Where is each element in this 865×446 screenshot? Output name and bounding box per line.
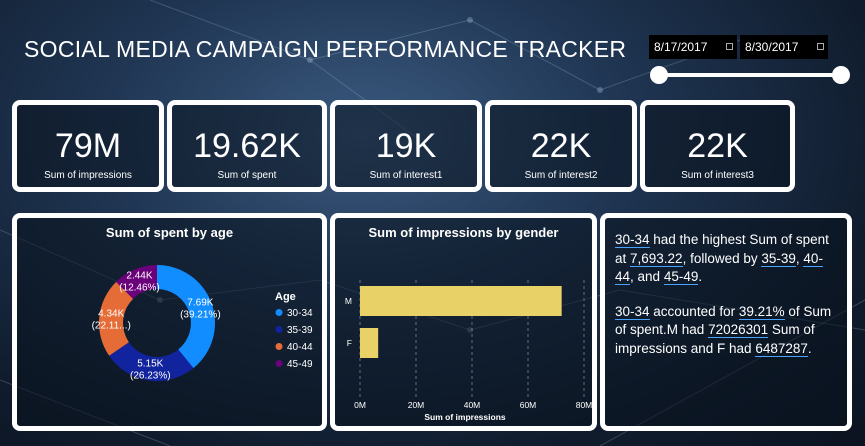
donut-percent-label: (22.11...) [92, 321, 131, 332]
x-axis-label: Sum of impressions [424, 412, 506, 422]
donut-slice-45-49[interactable] [116, 265, 157, 299]
narrative-text-run: accounted for [649, 303, 739, 319]
kpi-card-interest3: 22K Sum of interest3 [640, 100, 795, 192]
legend-swatch [275, 309, 283, 316]
x-tick-label: 60M [520, 400, 537, 410]
donut-percent-label: (12.46%) [119, 282, 160, 293]
narrative-value: 39.21% [738, 303, 785, 320]
donut-percent-label: (39.21%) [180, 310, 221, 321]
start-date-value: 8/17/2017 [654, 40, 708, 54]
end-date-value: 8/30/2017 [745, 40, 799, 54]
legend-swatch [275, 326, 283, 333]
kpi-card-interest1: 19K Sum of interest1 [330, 100, 482, 192]
spent-by-age-panel: Sum of spent by age 7.69K (39.21%) 5.15K (2… [12, 213, 327, 431]
kpi-label: Sum of spent [217, 170, 277, 181]
page-title: SOCIAL MEDIA CAMPAIGN PERFORMANCE TRACKE… [24, 36, 627, 62]
narrative-value: 40-44 [615, 250, 823, 285]
donut-data-label: 7.69K [187, 298, 213, 309]
narrative-value: 45-49 [663, 269, 699, 285]
bar-M[interactable] [360, 286, 562, 316]
date-range-slider-end-handle[interactable] [832, 66, 850, 84]
kpi-value: 22K [530, 127, 592, 165]
narrative-value: 35-39 [761, 250, 796, 267]
donut-slice-35-39[interactable] [109, 342, 194, 381]
legend-title: Age [275, 291, 296, 303]
chart-title: Sum of spent by age [105, 225, 234, 240]
donut-slice-40-44[interactable] [99, 281, 134, 356]
y-category-label: M [345, 296, 352, 306]
narrative-value: 6487287 [755, 340, 808, 357]
kpi-value: 19.62K [193, 127, 301, 165]
y-category-label: F [347, 338, 352, 348]
kpi-value: 19K [375, 127, 437, 165]
legend-item-35-39[interactable]: 35-39 [287, 325, 313, 336]
legend-item-30-34[interactable]: 30-34 [287, 308, 313, 319]
narrative-paragraph: 30-34 accounted for 39.21% of Sum of spe… [615, 303, 840, 359]
narrative-text: 30-34 had the highest Sum of spent at 7,… [615, 231, 840, 358]
legend-item-40-44[interactable]: 40-44 [287, 342, 313, 353]
x-tick-label: 80M [576, 400, 592, 410]
legend-swatch [275, 343, 283, 350]
kpi-card-impressions: 79M Sum of impressions [12, 100, 164, 192]
bar-chart[interactable]: M F 0M 20M 40M 60M 80M Sum of impressions [335, 218, 592, 426]
narrative-text-run: . [807, 340, 812, 356]
date-range-slider-start-handle[interactable] [650, 66, 668, 84]
donut-data-label: 2.44K [126, 270, 152, 281]
smart-narrative-panel: 30-34 had the highest Sum of spent at 7,… [600, 213, 852, 431]
kpi-value: 22K [687, 127, 748, 165]
kpi-label: Sum of interest2 [524, 170, 598, 181]
narrative-text-run: , followed by [682, 250, 762, 266]
narrative-value: 30-34 [615, 303, 650, 320]
start-date-input[interactable]: 8/17/2017 [649, 35, 737, 59]
kpi-card-interest2: 22K Sum of interest2 [485, 100, 637, 192]
kpi-label: Sum of impressions [44, 170, 132, 181]
kpi-label: Sum of interest3 [681, 170, 754, 181]
bar-F[interactable] [360, 328, 379, 358]
donut-percent-label: (26.23%) [130, 371, 171, 382]
narrative-value: 30-34 [615, 232, 650, 248]
legend-swatch [275, 360, 283, 367]
kpi-label: Sum of interest1 [369, 170, 443, 181]
date-range-slider-track[interactable] [659, 73, 841, 77]
narrative-text-run: Sum of impressions and F had [615, 322, 815, 356]
narrative-paragraph: 30-34 had the highest Sum of spent at 7,… [615, 231, 840, 287]
x-tick-label: 20M [408, 400, 425, 410]
calendar-icon[interactable] [817, 43, 824, 50]
narrative-text-run: , [795, 250, 804, 266]
end-date-input[interactable]: 8/30/2017 [740, 35, 828, 59]
x-tick-label: 40M [464, 400, 481, 410]
donut-chart[interactable]: 7.69K(39.21%) 5.15K(26.23%) 4.34K(22.11...… [17, 218, 322, 426]
x-tick-label: 0M [354, 400, 366, 410]
legend-item-45-49[interactable]: 45-49 [287, 359, 313, 370]
narrative-value: 72026301 [708, 322, 769, 338]
calendar-icon[interactable] [726, 43, 733, 50]
narrative-text-run: of Sum of spent.M had [615, 303, 832, 338]
donut-data-label: 5.15K [137, 359, 163, 370]
kpi-card-spent: 19.62K Sum of spent [167, 100, 327, 192]
donut-data-label: 4.34K [98, 309, 124, 320]
narrative-text-run: , and [630, 269, 664, 284]
impressions-by-gender-panel: Sum of impressions by gender M F 0M 20M 40M… [330, 213, 597, 431]
narrative-text-run: had the highest Sum of spent at [615, 232, 829, 266]
narrative-value: 7,693.22 [630, 250, 683, 267]
kpi-value: 79M [54, 127, 122, 165]
chart-title: Sum of impressions by gender [368, 225, 559, 240]
narrative-text-run: . [698, 269, 703, 284]
donut-slice-30-34[interactable] [157, 265, 215, 369]
